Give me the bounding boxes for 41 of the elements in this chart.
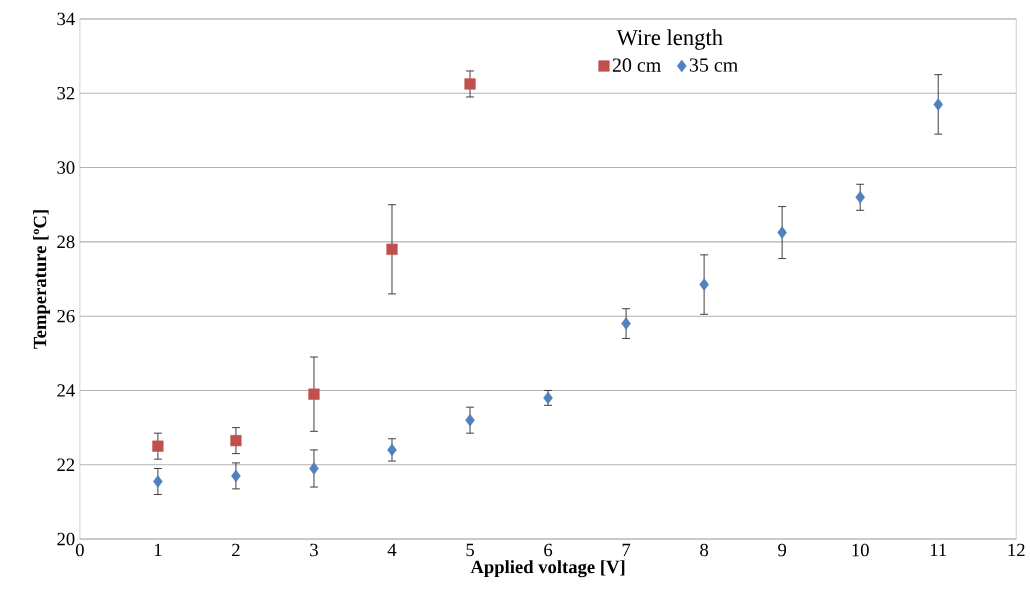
x-tick-label: 8 xyxy=(700,543,709,557)
point xyxy=(231,469,241,483)
point xyxy=(465,413,475,427)
legend-label: 35 cm xyxy=(689,58,738,72)
x-tick-label: 11 xyxy=(930,543,947,557)
x-axis-title: Applied voltage [V] xyxy=(470,560,625,578)
x-tick-label: 1 xyxy=(154,543,162,557)
y-tick-label: 20 xyxy=(57,532,75,546)
point xyxy=(152,440,164,452)
x-tick-label: 4 xyxy=(387,543,397,557)
point xyxy=(699,278,709,291)
x-tick-label: 5 xyxy=(466,543,474,557)
point xyxy=(464,78,476,90)
y-tick-label: 34 xyxy=(57,12,75,26)
point xyxy=(230,435,242,447)
point xyxy=(153,475,163,488)
y-tick-label: 32 xyxy=(57,87,75,100)
x-tick-label: 9 xyxy=(778,543,787,557)
y-tick-label: 28 xyxy=(57,235,75,249)
x-tick-label: 0 xyxy=(75,543,84,557)
point xyxy=(777,226,787,239)
x-tick-label: 10 xyxy=(852,543,869,557)
y-axis-title: Temperature [ºC] xyxy=(33,210,51,349)
y-tick-label: 30 xyxy=(57,161,75,174)
x-tick-label: 6 xyxy=(544,543,553,557)
x-tick-label: 3 xyxy=(310,543,318,557)
point xyxy=(933,98,943,111)
legend-title: Wire length xyxy=(616,29,723,50)
point xyxy=(309,462,319,475)
y-tick-label: 24 xyxy=(57,384,75,397)
x-tick-label: 7 xyxy=(622,543,631,556)
point xyxy=(621,317,631,330)
y-tick-label: 26 xyxy=(57,309,75,323)
point xyxy=(387,443,397,457)
x-tick-label: 2 xyxy=(232,543,240,557)
point xyxy=(386,243,398,255)
x-tick-label: 12 xyxy=(1008,543,1025,557)
y-tick-label: 22 xyxy=(57,458,75,471)
legend-label: 20 cm xyxy=(612,58,661,72)
point xyxy=(855,191,865,204)
point xyxy=(308,388,320,400)
